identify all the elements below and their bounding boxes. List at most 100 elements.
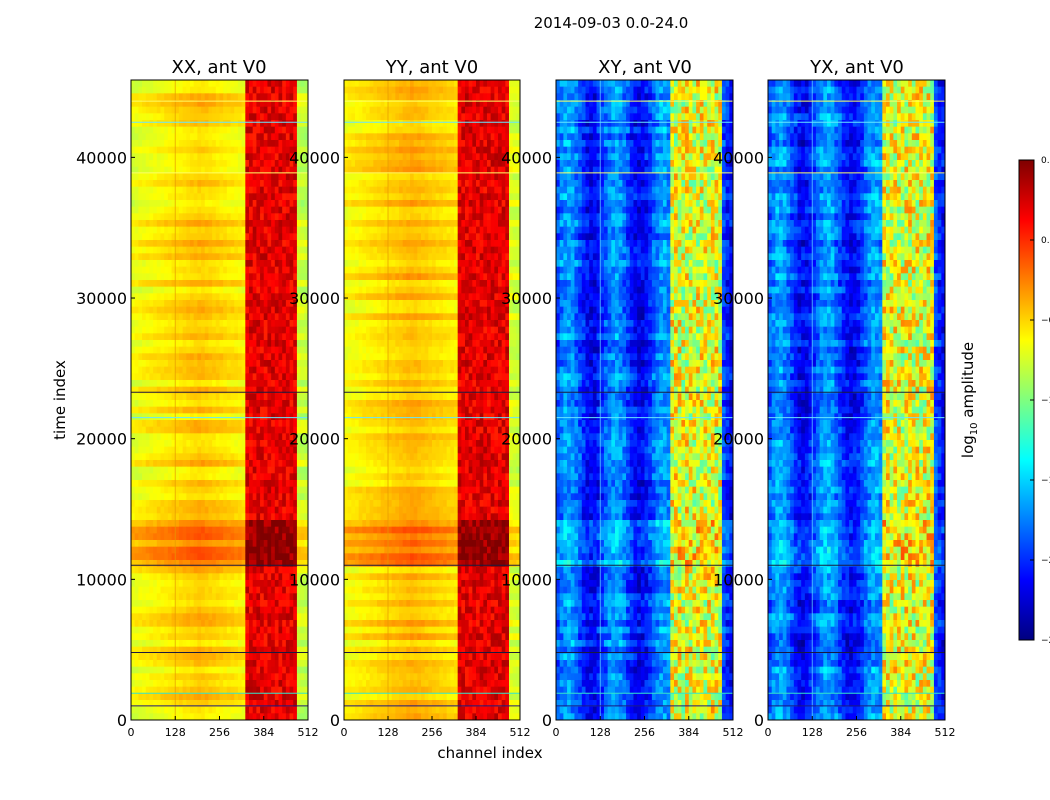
- heatmap-cell: [249, 440, 254, 448]
- heatmap-cell: [237, 713, 243, 721]
- heatmap-cell: [215, 213, 220, 221]
- heatmap-cell: [164, 660, 169, 668]
- heatmap-cell: [300, 600, 305, 608]
- heatmap-cell: [167, 693, 172, 701]
- heatmap-cell: [134, 633, 139, 641]
- heatmap-cell: [167, 433, 172, 441]
- heatmap-cell: [516, 86, 521, 94]
- heatmap-cell: [164, 526, 169, 534]
- heatmap-cell: [186, 466, 191, 474]
- heatmap-cell: [304, 366, 309, 374]
- heatmap-cell: [237, 660, 243, 668]
- heatmap-cell: [149, 100, 154, 108]
- heatmap-cell: [175, 413, 180, 421]
- heatmap-cell: [226, 700, 231, 708]
- heatmap-cell: [201, 446, 206, 454]
- heatmap-cell: [369, 113, 374, 121]
- heatmap-cell: [171, 286, 176, 294]
- heatmap-cell: [252, 306, 257, 314]
- heatmap-cell: [164, 346, 169, 354]
- heatmap-cell: [443, 100, 448, 108]
- heatmap-cell: [237, 160, 243, 168]
- heatmap-cell: [190, 260, 195, 268]
- heatmap-cell: [223, 333, 228, 341]
- heatmap-cell: [167, 553, 172, 561]
- heatmap-cell: [263, 620, 268, 628]
- heatmap-cell: [252, 446, 257, 454]
- heatmap-cell: [145, 193, 150, 201]
- heatmap-cell: [153, 586, 158, 594]
- heatmap-cell: [230, 700, 235, 708]
- heatmap-cell: [226, 233, 231, 241]
- heatmap-cell: [193, 300, 198, 308]
- heatmap-cell: [175, 673, 180, 681]
- heatmap-cell: [208, 700, 213, 708]
- heatmap-cell: [134, 620, 139, 628]
- heatmap-cell: [263, 120, 268, 128]
- heatmap-cell: [256, 620, 261, 628]
- heatmap-cell: [241, 453, 246, 461]
- heatmap-cell: [252, 660, 257, 668]
- heatmap-cell: [278, 286, 283, 294]
- heatmap-cell: [260, 273, 265, 281]
- heatmap-cell: [160, 173, 165, 181]
- heatmap-cell: [260, 193, 265, 201]
- heatmap-cell: [300, 93, 305, 101]
- heatmap-cell: [204, 200, 209, 208]
- heatmap-cell: [454, 113, 459, 121]
- heatmap-cell: [167, 486, 172, 494]
- heatmap-cell: [186, 566, 191, 574]
- heatmap-cell: [230, 626, 235, 634]
- heatmap-cell: [230, 686, 235, 694]
- heatmap-cell: [296, 520, 302, 528]
- heatmap-cell: [142, 573, 147, 581]
- heatmap-cell: [296, 513, 302, 521]
- heatmap-cell: [160, 553, 165, 561]
- heatmap-cell: [215, 613, 220, 621]
- heatmap-cell: [278, 700, 283, 708]
- heatmap-cell: [263, 540, 268, 548]
- heatmap-cell: [237, 453, 243, 461]
- heatmap-cell: [153, 93, 158, 101]
- heatmap-cell: [304, 480, 309, 488]
- heatmap-cell: [186, 513, 191, 521]
- heatmap-cell: [223, 553, 228, 561]
- heatmap-cell: [285, 106, 290, 114]
- heatmap-cell: [296, 480, 302, 488]
- heatmap-cell: [304, 286, 309, 294]
- heatmap-cell: [131, 206, 136, 214]
- heatmap-cell: [237, 346, 243, 354]
- heatmap-cell: [182, 486, 187, 494]
- heatmap-cell: [249, 453, 254, 461]
- heatmap-cell: [171, 133, 176, 141]
- heatmap-cell: [212, 113, 217, 121]
- heatmap-cell: [171, 180, 176, 188]
- heatmap-cell: [278, 673, 283, 681]
- heatmap-cell: [153, 273, 158, 281]
- heatmap-cell: [274, 173, 279, 181]
- heatmap-cell: [167, 80, 172, 88]
- heatmap-cell: [293, 120, 298, 128]
- heatmap-cell: [256, 146, 261, 154]
- heatmap-cell: [219, 420, 224, 428]
- heatmap-cell: [296, 400, 302, 408]
- heatmap-cell: [193, 606, 198, 614]
- heatmap-cell: [160, 353, 165, 361]
- heatmap-cell: [171, 706, 176, 714]
- heatmap-cell: [167, 240, 172, 248]
- heatmap-cell: [190, 586, 195, 594]
- heatmap-cell: [156, 673, 161, 681]
- heatmap-cell: [226, 180, 231, 188]
- heatmap-cell: [293, 286, 298, 294]
- heatmap-cell: [201, 713, 206, 721]
- heatmap-cell: [498, 80, 503, 88]
- heatmap-cell: [289, 426, 294, 434]
- heatmap-cell: [234, 333, 239, 341]
- heatmap-cell: [142, 373, 147, 381]
- heatmap-cell: [212, 533, 217, 541]
- heatmap-cell: [171, 166, 176, 174]
- heatmap-cell: [149, 660, 154, 668]
- heatmap-cell: [167, 620, 172, 628]
- heatmap-cell: [178, 526, 184, 534]
- heatmap-cell: [175, 113, 180, 121]
